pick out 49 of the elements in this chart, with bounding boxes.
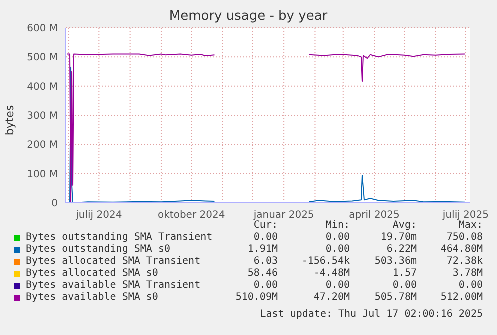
text: 505.78M bbox=[374, 292, 417, 303]
text: 0.00 bbox=[326, 244, 350, 255]
text: 0.00 bbox=[326, 280, 350, 291]
y-tick-label: 200 M bbox=[27, 140, 58, 152]
text: 503.36m bbox=[374, 256, 417, 267]
text: 0.00 bbox=[254, 232, 278, 243]
text: Min: bbox=[326, 220, 350, 231]
y-tick-label: 100 M bbox=[27, 169, 58, 180]
y-tick-label: 300 M bbox=[27, 111, 58, 122]
legend-label: Bytes available SMA s0 bbox=[26, 292, 158, 303]
text: Avg: bbox=[392, 220, 417, 231]
text: 0.00 bbox=[254, 280, 278, 291]
text: 510.09M bbox=[236, 292, 278, 303]
legend-label: Bytes allocated SMA s0 bbox=[26, 268, 158, 279]
text: 58.46 bbox=[248, 268, 278, 279]
y-tick-label: 500 M bbox=[27, 52, 58, 64]
text: Max: bbox=[458, 220, 483, 231]
text: 464.80M bbox=[440, 244, 483, 255]
text: 6.22M bbox=[386, 244, 417, 255]
text: 512.00M bbox=[440, 292, 483, 303]
y-tick-label: 0 bbox=[52, 198, 58, 210]
x-tick-label: oktober 2024 bbox=[158, 210, 226, 222]
text: 0.00 bbox=[326, 232, 350, 243]
x-tick-label: april 2025 bbox=[349, 210, 400, 222]
text: -4.48M bbox=[314, 268, 350, 279]
text: 72.38k bbox=[446, 256, 483, 267]
text: -156.54k bbox=[302, 256, 350, 267]
text: Cur: bbox=[254, 220, 278, 231]
y-tick-label: 400 M bbox=[27, 82, 58, 93]
text: Last update: Thu Jul 17 02:00:16 2025 bbox=[260, 309, 483, 320]
text: 0.00 bbox=[392, 280, 417, 291]
text: 1.57 bbox=[392, 268, 417, 279]
text: 0.00 bbox=[458, 280, 483, 291]
legend-label: Bytes allocated SMA Transient bbox=[26, 256, 201, 267]
legend-label: Bytes available SMA Transient bbox=[26, 280, 201, 291]
y-tick-label: 600 M bbox=[27, 24, 58, 35]
chart-title: Memory usage - by year bbox=[168, 9, 329, 24]
y-axis-title: bytes bbox=[4, 104, 16, 136]
text: 47.20M bbox=[314, 292, 350, 303]
x-tick-label: januar 2025 bbox=[252, 210, 314, 222]
text: 1.91M bbox=[248, 244, 278, 255]
text: 3.78M bbox=[452, 268, 483, 279]
x-tick-label: julij 2025 bbox=[442, 210, 490, 222]
text: 19.70m bbox=[380, 232, 417, 243]
legend-label: Bytes outstanding SMA Transient bbox=[26, 232, 213, 243]
legend-label: Bytes outstanding SMA s0 bbox=[26, 244, 170, 255]
x-tick-label: julij 2024 bbox=[75, 210, 122, 222]
text: 6.03 bbox=[254, 256, 278, 267]
text: 750.08 bbox=[446, 232, 483, 243]
